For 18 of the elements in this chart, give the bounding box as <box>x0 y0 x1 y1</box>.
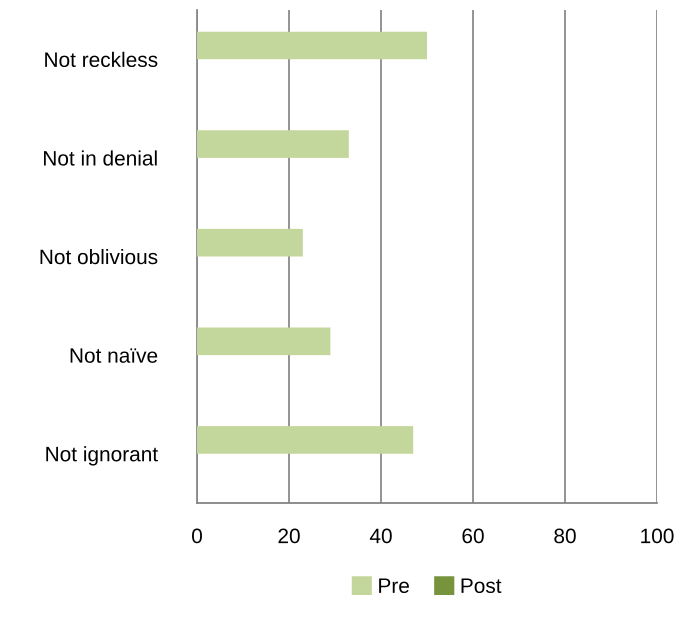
bar <box>197 32 427 60</box>
y-tick-label: Not ignorant <box>46 446 158 466</box>
x-tick-label: 80 <box>554 528 576 544</box>
x-tick-label: 60 <box>462 528 484 544</box>
x-tick-label: 20 <box>278 528 300 544</box>
y-tick-label: Not oblivious <box>40 248 158 264</box>
bar <box>197 228 303 256</box>
legend-label: Post <box>462 578 502 594</box>
x-tick-label: 100 <box>641 528 674 544</box>
bar <box>197 130 349 158</box>
legend-label: Pre <box>379 578 409 594</box>
bar <box>197 426 414 454</box>
x-tick-label: 0 <box>192 528 202 544</box>
y-tick-label: Not reckless <box>45 52 158 68</box>
y-tick-label: Not in denial <box>44 150 157 166</box>
x-tick-label: 40 <box>370 528 392 544</box>
y-tick-label: Not naïve <box>70 348 158 363</box>
bar <box>197 327 330 356</box>
